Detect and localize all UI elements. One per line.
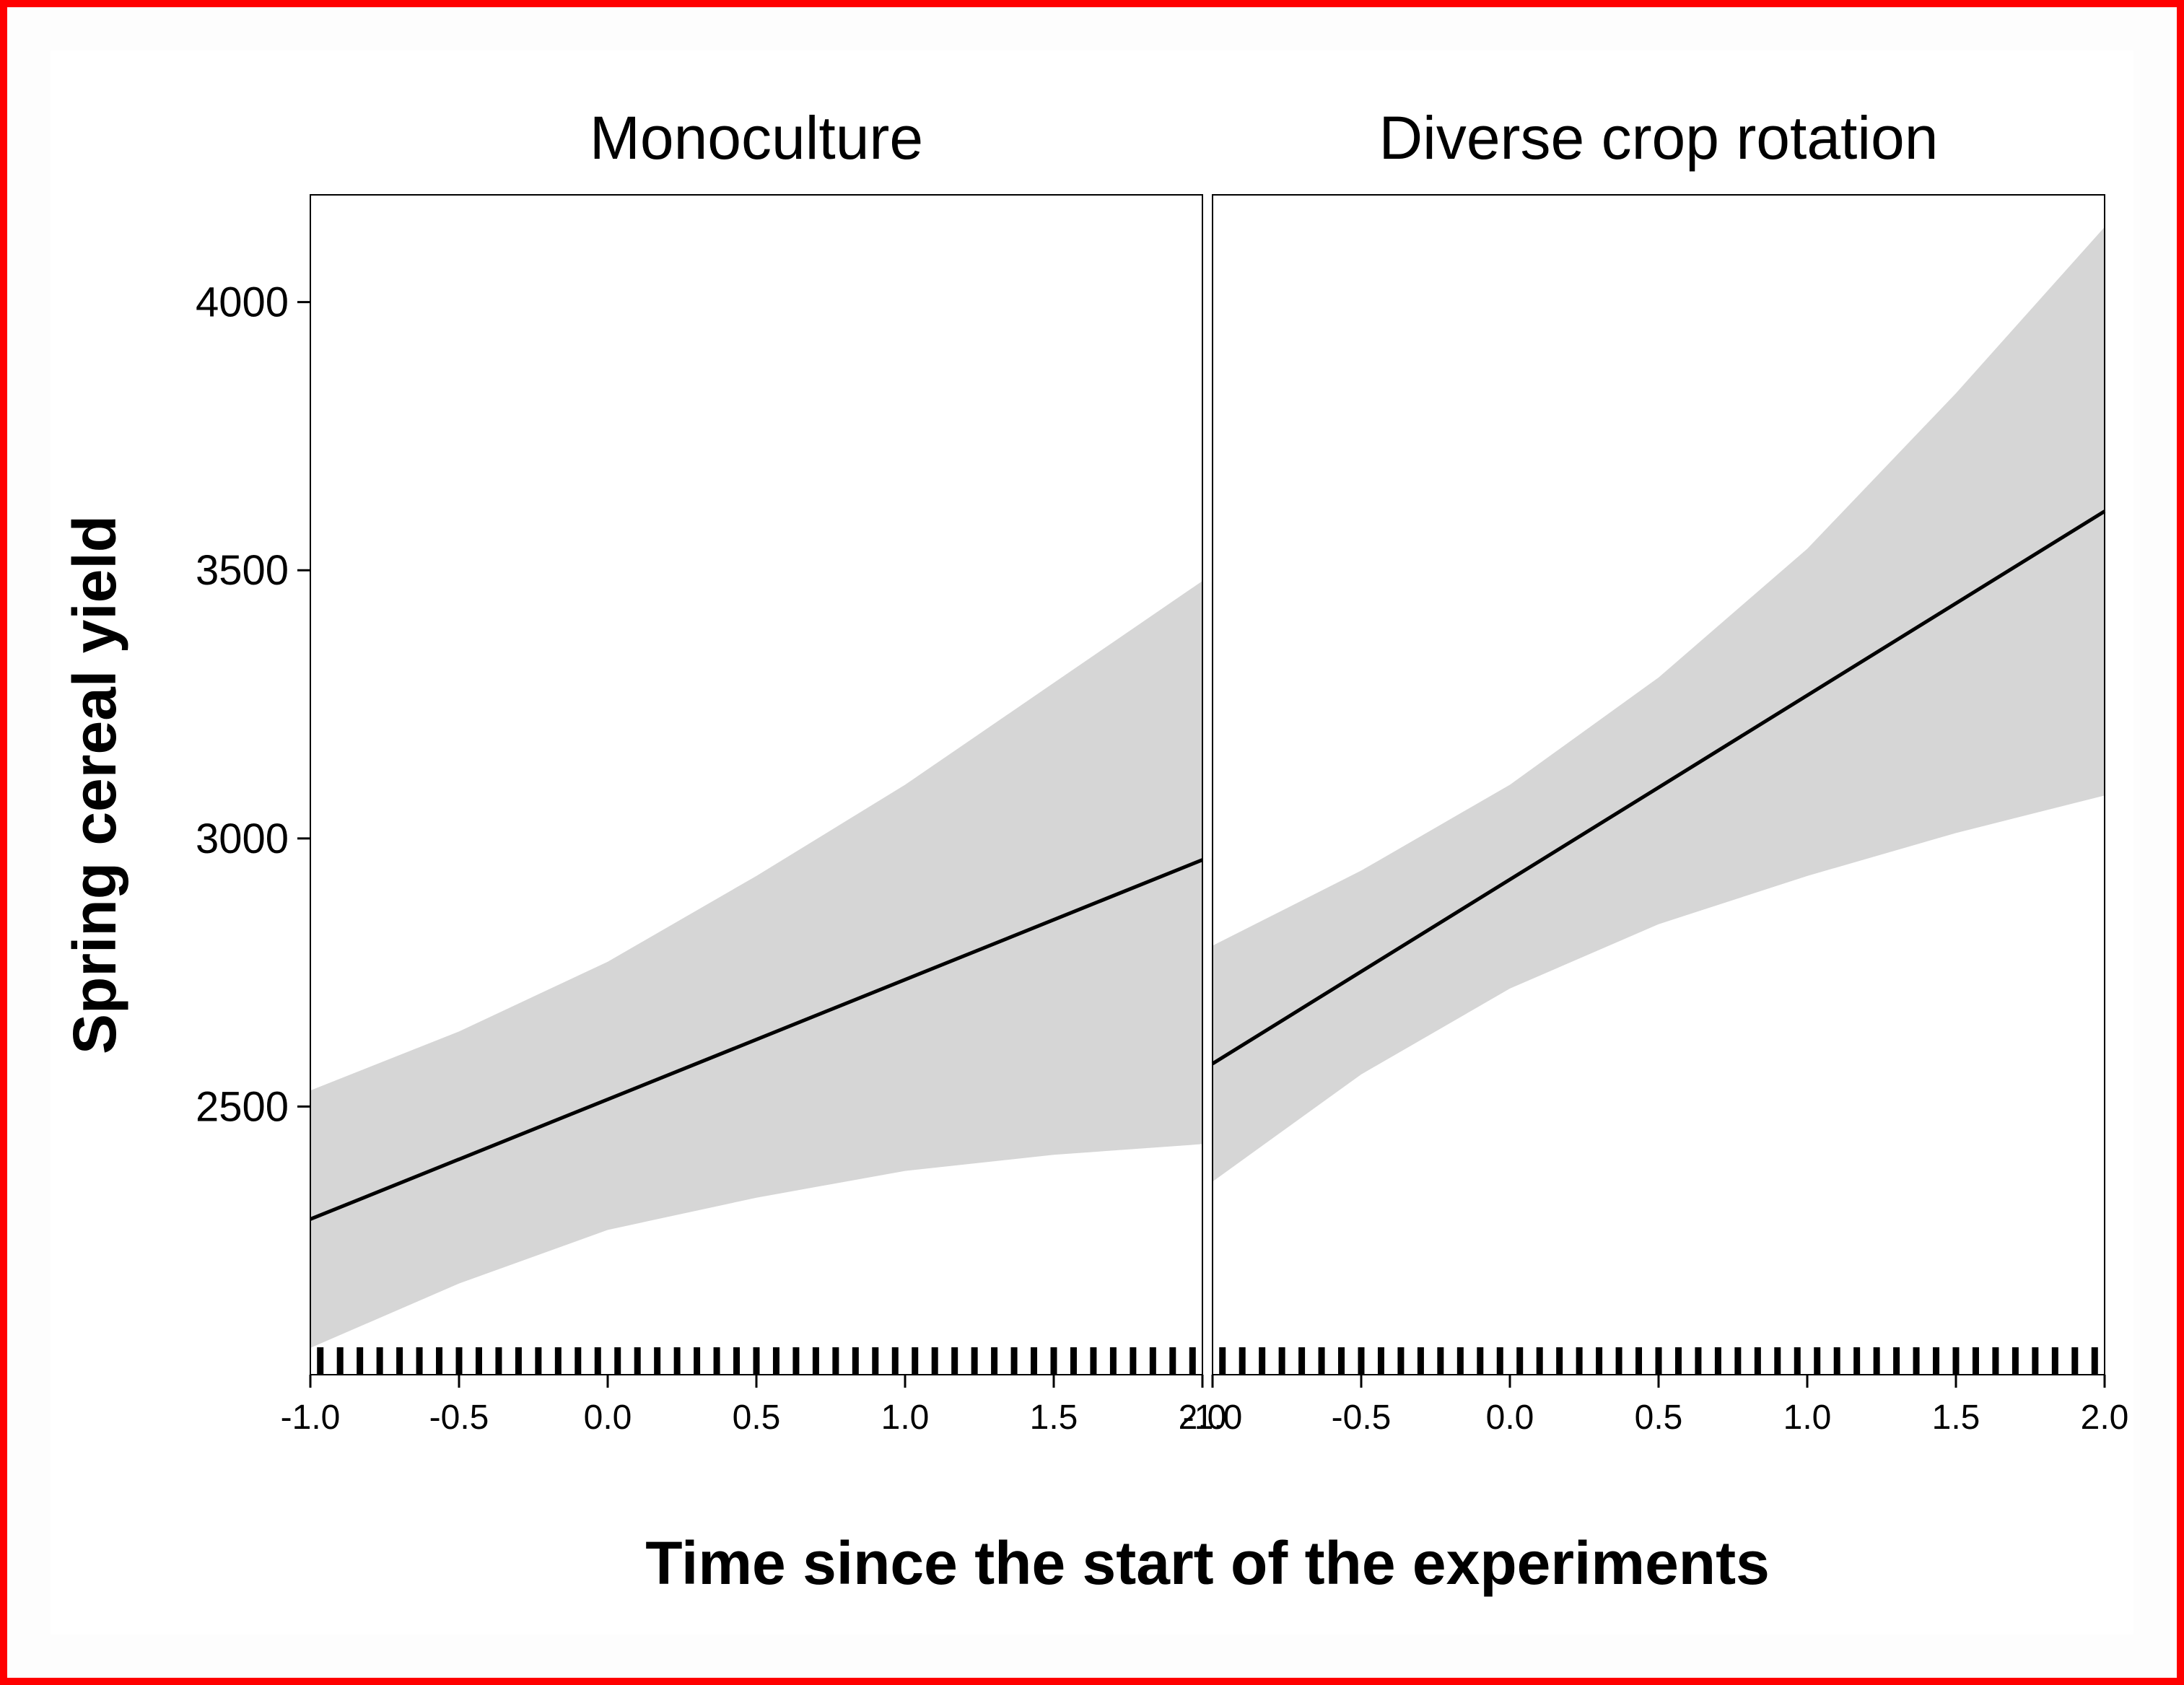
x-tick-label: 1.5 (1932, 1399, 1980, 1437)
x-tick-label: -0.5 (1332, 1399, 1392, 1437)
x-tick-label: -1.0 (1183, 1399, 1243, 1437)
facet-panel: Monoculture-1.0-0.50.00.51.01.52.0 (281, 104, 1227, 1437)
y-tick-label: 3500 (196, 547, 289, 594)
x-tick-label: -1.0 (281, 1399, 341, 1437)
facet-title: Monoculture (590, 104, 923, 172)
y-axis-title: Spring cereal yield (61, 515, 128, 1054)
figure-container: Spring cereal yield Time since the start … (0, 0, 2184, 1685)
y-tick-label: 2500 (196, 1083, 289, 1130)
confidence-ribbon (1213, 227, 2105, 1182)
x-tick-label: 1.0 (1783, 1399, 1832, 1437)
y-tick-label: 3000 (196, 815, 289, 862)
x-tick-label: 2.0 (2081, 1399, 2129, 1437)
x-tick-label: 0.0 (584, 1399, 632, 1437)
x-tick-label: 0.5 (1635, 1399, 1683, 1437)
x-tick-label: 1.5 (1030, 1399, 1078, 1437)
chart-frame: Spring cereal yield Time since the start … (51, 51, 2133, 1634)
x-axis-title: Time since the start of the experiments (645, 1529, 1770, 1597)
x-tick-label: 1.0 (881, 1399, 930, 1437)
confidence-ribbon (310, 581, 1202, 1348)
facet-title: Diverse crop rotation (1379, 104, 1939, 172)
x-tick-label: 0.0 (1486, 1399, 1534, 1437)
chart-svg: Spring cereal yield Time since the start … (51, 51, 2133, 1634)
x-tick-label: -0.5 (429, 1399, 489, 1437)
x-tick-label: 0.5 (733, 1399, 781, 1437)
y-tick-label: 4000 (196, 279, 289, 326)
facet-panel: Diverse crop rotation -1.0 -0.5 0.0 0.5 1.0 1.… (1183, 104, 2129, 1437)
